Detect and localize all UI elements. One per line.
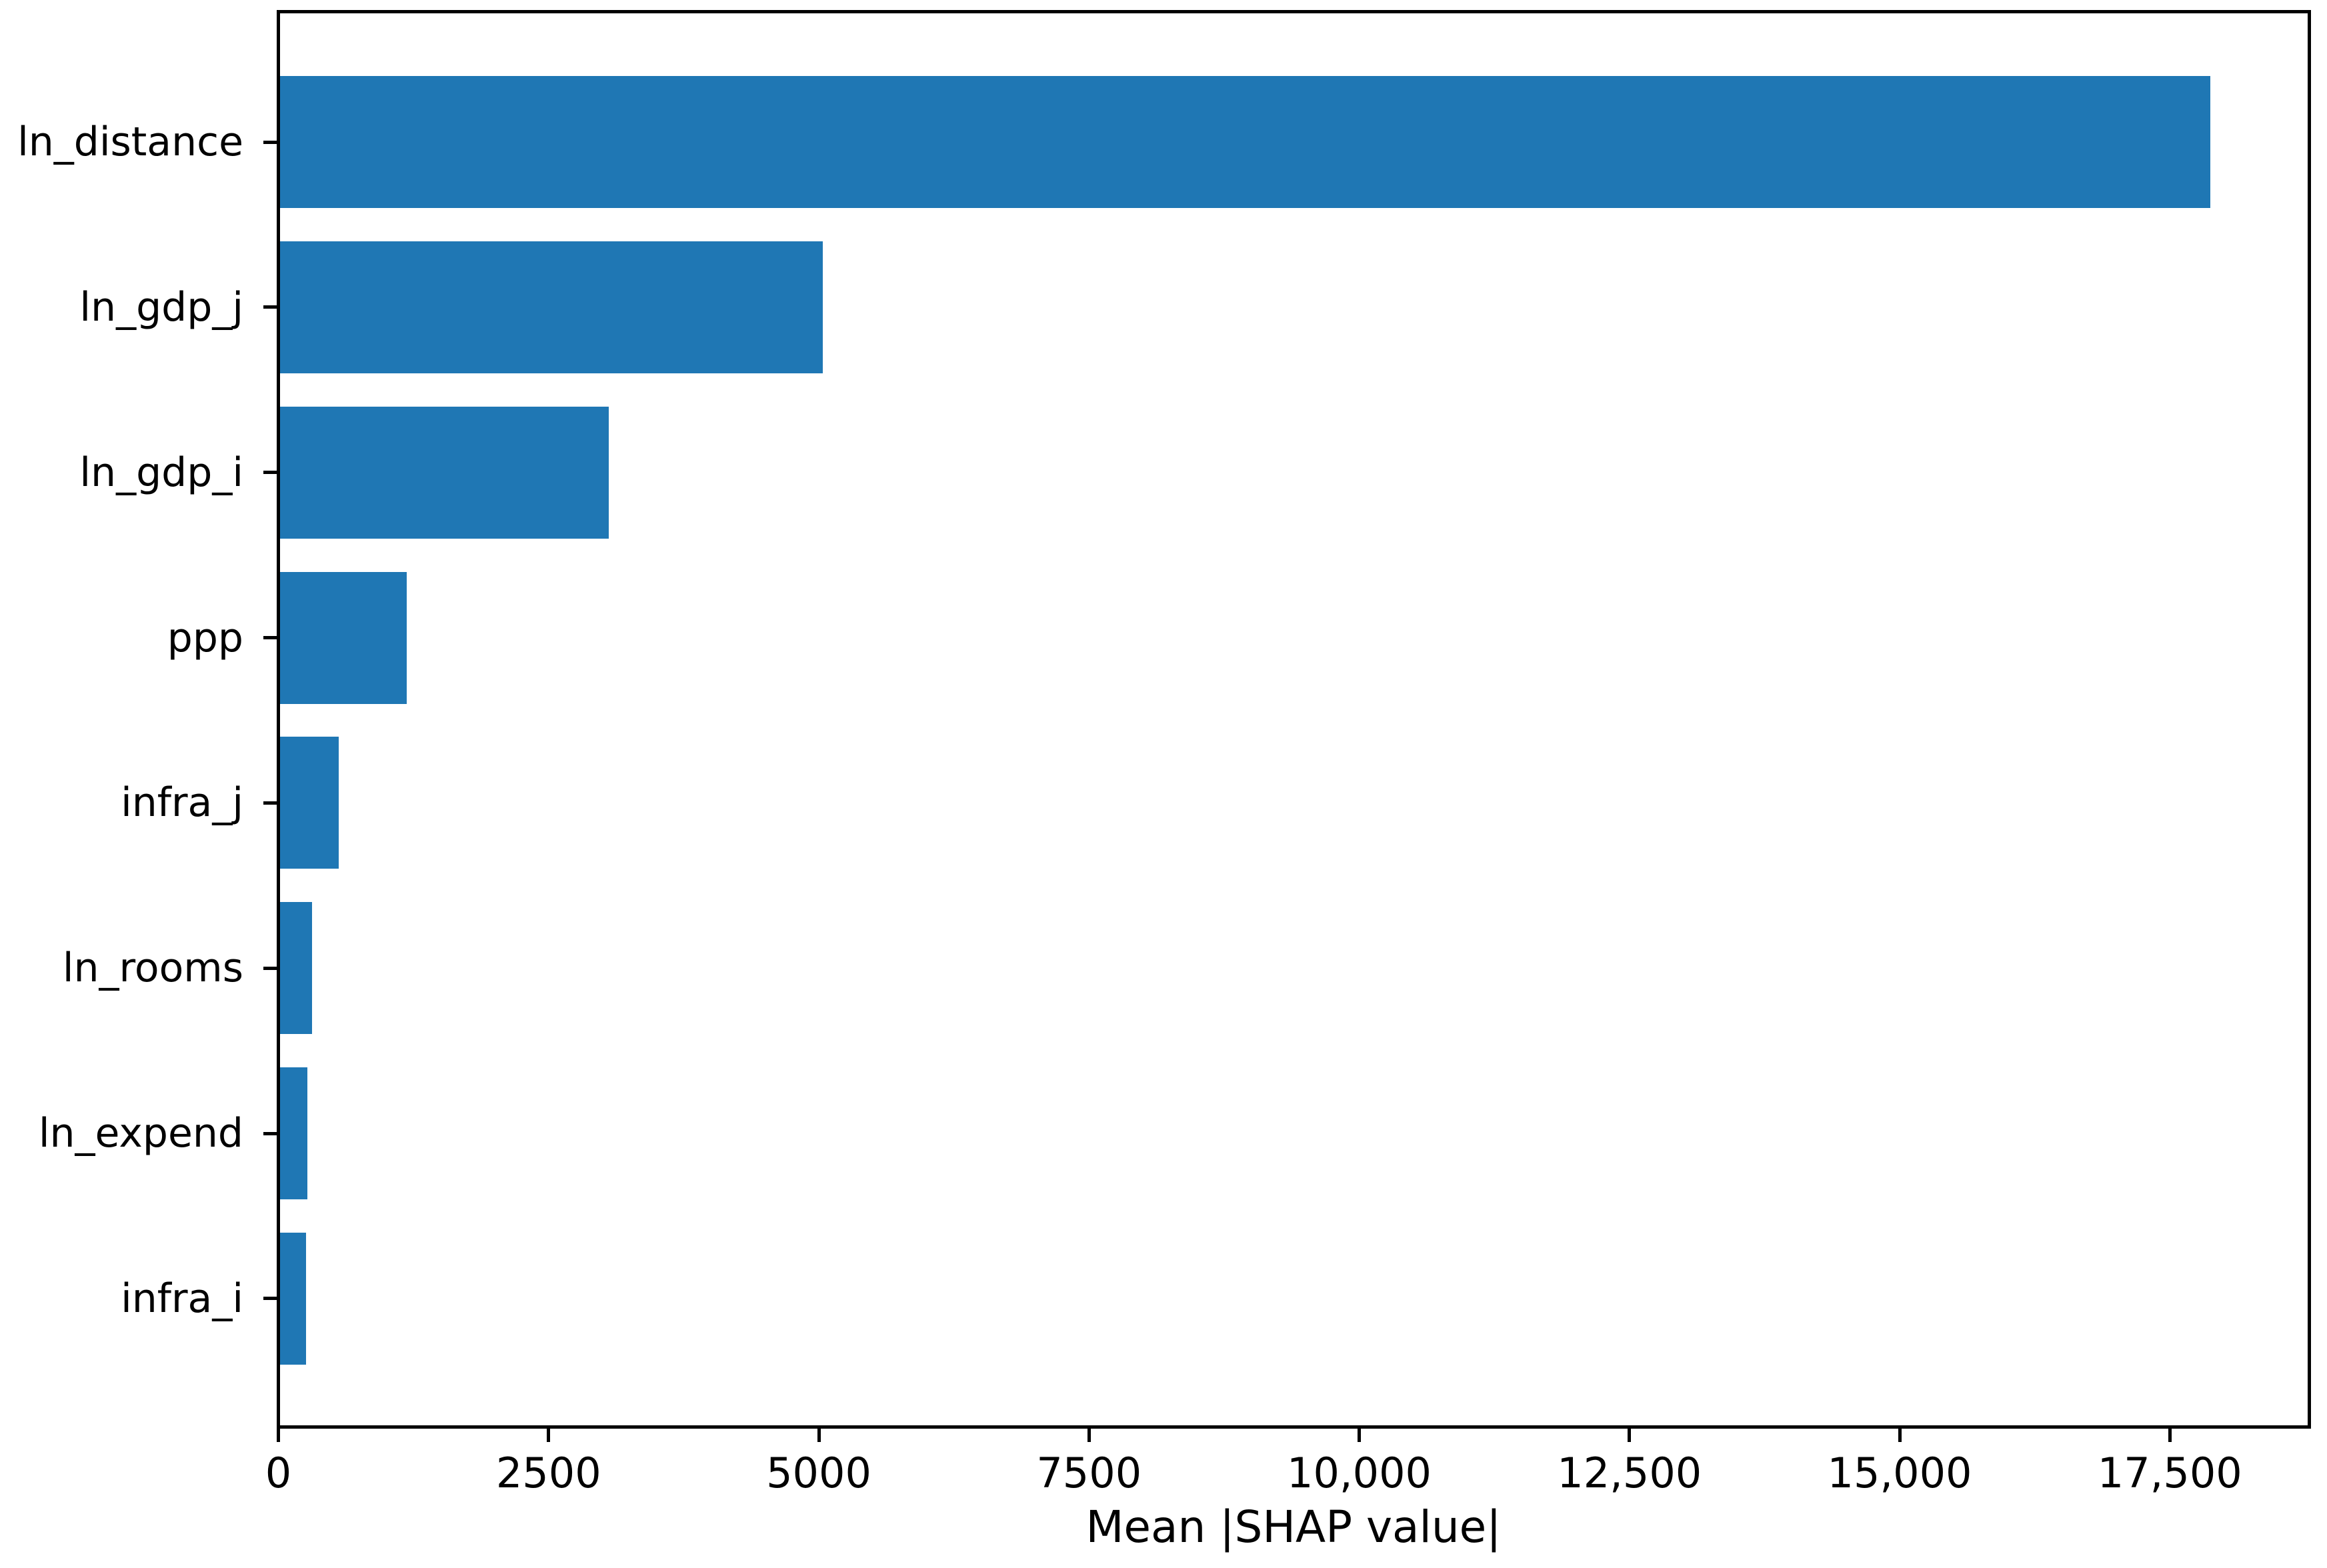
- y-tick-mark: [263, 305, 277, 309]
- bar-ln_distance: [280, 76, 2210, 208]
- x-tick-mark: [2168, 1429, 2172, 1442]
- x-axis-label: Mean |SHAP value|: [1085, 1501, 1502, 1553]
- x-tick-label: 5000: [766, 1449, 871, 1497]
- bar-infra_j: [280, 737, 339, 869]
- bar-infra_i: [280, 1232, 306, 1365]
- bar-ln_rooms: [280, 902, 312, 1035]
- y-tick-mark: [263, 636, 277, 640]
- bar-ln_expend: [280, 1067, 307, 1200]
- y-tick-mark: [263, 1131, 277, 1135]
- x-tick-mark: [1358, 1429, 1361, 1442]
- bar-ppp: [280, 571, 407, 704]
- x-tick-mark: [1628, 1429, 1632, 1442]
- x-tick-label: 7500: [1036, 1449, 1142, 1497]
- y-tick-label: ln_rooms: [62, 945, 243, 992]
- x-tick-label: 10,000: [1287, 1449, 1432, 1497]
- x-tick-mark: [817, 1429, 821, 1442]
- y-tick-label: ppp: [167, 614, 243, 661]
- y-tick-mark: [263, 140, 277, 144]
- x-tick-mark: [277, 1429, 280, 1442]
- x-tick-label: 2500: [495, 1449, 601, 1497]
- y-tick-label: ln_distance: [17, 119, 243, 165]
- x-tick-mark: [547, 1429, 551, 1442]
- x-tick-mark: [1898, 1429, 1902, 1442]
- x-tick-label: 0: [265, 1449, 292, 1497]
- y-tick-mark: [263, 1297, 277, 1301]
- y-tick-label: infra_j: [121, 779, 243, 827]
- bar-ln_gdp_i: [280, 406, 609, 539]
- bar-ln_gdp_j: [280, 241, 823, 373]
- x-tick-label: 17,500: [2097, 1449, 2242, 1497]
- y-tick-mark: [263, 801, 277, 805]
- y-tick-mark: [263, 471, 277, 475]
- x-tick-mark: [1087, 1429, 1091, 1442]
- y-tick-label: ln_gdp_j: [79, 283, 243, 331]
- y-tick-label: infra_i: [121, 1275, 243, 1322]
- y-tick-mark: [263, 966, 277, 970]
- plot-area: [277, 10, 2311, 1429]
- x-tick-label: 12,500: [1557, 1449, 1702, 1497]
- x-tick-label: 15,000: [1827, 1449, 1972, 1497]
- y-tick-label: ln_expend: [38, 1110, 243, 1157]
- y-tick-label: ln_gdp_i: [79, 449, 243, 496]
